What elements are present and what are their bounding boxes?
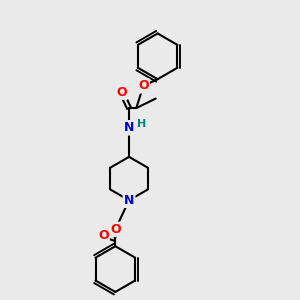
Text: O: O: [116, 86, 127, 99]
Text: O: O: [110, 223, 121, 236]
Text: O: O: [98, 229, 109, 242]
Text: O: O: [138, 80, 148, 92]
Text: N: N: [124, 194, 134, 207]
Text: N: N: [124, 121, 134, 134]
Text: H: H: [137, 119, 146, 129]
